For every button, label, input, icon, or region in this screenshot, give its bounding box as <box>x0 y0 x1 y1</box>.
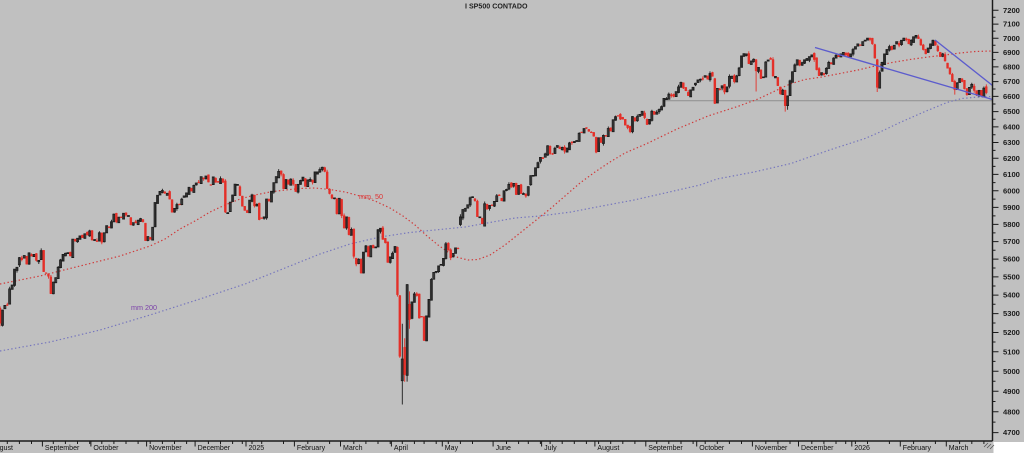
svg-text:6900: 6900 <box>1003 48 1020 57</box>
svg-text:4700: 4700 <box>1003 428 1020 437</box>
svg-text:May: May <box>445 445 459 452</box>
svg-text:7000: 7000 <box>1003 34 1020 43</box>
svg-text:March: March <box>343 445 363 452</box>
svg-text:4800: 4800 <box>1003 407 1020 416</box>
svg-text:5000: 5000 <box>1003 367 1020 376</box>
svg-text:November: November <box>755 445 788 452</box>
svg-text:August: August <box>0 445 13 452</box>
svg-text:7100: 7100 <box>1003 20 1020 29</box>
svg-text:mm 200: mm 200 <box>131 303 157 312</box>
svg-text:5300: 5300 <box>1003 309 1020 318</box>
svg-text:6400: 6400 <box>1003 123 1020 132</box>
svg-text:6300: 6300 <box>1003 138 1020 147</box>
svg-text:2026: 2026 <box>854 445 870 452</box>
svg-text:December: December <box>801 445 834 452</box>
svg-text:October: October <box>699 445 725 452</box>
svg-text:6000: 6000 <box>1003 186 1020 195</box>
svg-text:June: June <box>496 445 511 452</box>
svg-text:5500: 5500 <box>1003 273 1020 282</box>
svg-text:September: September <box>648 445 683 452</box>
svg-text:I SP500 CONTADO: I SP500 CONTADO <box>465 2 528 10</box>
svg-text:November: November <box>149 445 182 452</box>
svg-text:6700: 6700 <box>1003 77 1020 86</box>
svg-text:August: August <box>597 445 619 452</box>
svg-text:5100: 5100 <box>1003 347 1020 356</box>
svg-text:5900: 5900 <box>1003 203 1020 212</box>
svg-text:October: October <box>93 445 119 452</box>
svg-text:April: April <box>394 445 409 452</box>
svg-text:6800: 6800 <box>1003 63 1020 72</box>
svg-text:5200: 5200 <box>1003 328 1020 337</box>
svg-text:March: March <box>949 445 969 452</box>
svg-text:5700: 5700 <box>1003 237 1020 246</box>
svg-text:September: September <box>45 445 80 452</box>
svg-text:February: February <box>297 445 326 452</box>
svg-text:6200: 6200 <box>1003 154 1020 163</box>
svg-text:6500: 6500 <box>1003 107 1020 116</box>
svg-text:4900: 4900 <box>1003 387 1020 396</box>
svg-text:5800: 5800 <box>1003 220 1020 229</box>
svg-text:mm. 50: mm. 50 <box>359 192 383 201</box>
svg-text:5600: 5600 <box>1003 255 1020 264</box>
svg-text:6600: 6600 <box>1003 92 1020 101</box>
svg-text:December: December <box>198 445 231 452</box>
svg-text:6100: 6100 <box>1003 170 1020 179</box>
svg-text:2025: 2025 <box>249 445 265 452</box>
svg-text:7200: 7200 <box>1003 6 1020 15</box>
svg-text:5400: 5400 <box>1003 291 1020 300</box>
svg-text:February: February <box>903 445 932 452</box>
svg-text:July: July <box>544 445 557 452</box>
